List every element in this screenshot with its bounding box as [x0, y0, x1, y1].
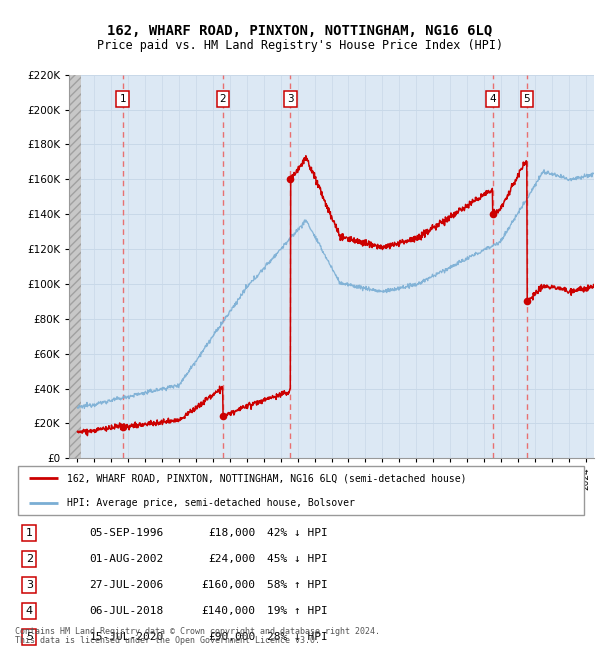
Text: 05-SEP-1996: 05-SEP-1996 [89, 528, 164, 538]
Text: 42% ↓ HPI: 42% ↓ HPI [267, 528, 328, 538]
Text: 4: 4 [489, 94, 496, 104]
Text: 28% ↓ HPI: 28% ↓ HPI [267, 632, 328, 642]
Text: 1: 1 [119, 94, 126, 104]
Text: 15-JUL-2020: 15-JUL-2020 [89, 632, 164, 642]
Text: 45% ↓ HPI: 45% ↓ HPI [267, 554, 328, 564]
Text: 162, WHARF ROAD, PINXTON, NOTTINGHAM, NG16 6LQ (semi-detached house): 162, WHARF ROAD, PINXTON, NOTTINGHAM, NG… [67, 473, 466, 484]
Text: 162, WHARF ROAD, PINXTON, NOTTINGHAM, NG16 6LQ: 162, WHARF ROAD, PINXTON, NOTTINGHAM, NG… [107, 24, 493, 38]
Text: 1: 1 [26, 528, 33, 538]
Text: 19% ↑ HPI: 19% ↑ HPI [267, 606, 328, 616]
Text: £140,000: £140,000 [202, 606, 256, 616]
Text: 3: 3 [26, 580, 33, 590]
Text: £18,000: £18,000 [208, 528, 256, 538]
Text: Price paid vs. HM Land Registry's House Price Index (HPI): Price paid vs. HM Land Registry's House … [97, 39, 503, 52]
Text: 5: 5 [26, 632, 33, 642]
Text: 01-AUG-2002: 01-AUG-2002 [89, 554, 164, 564]
Text: 3: 3 [287, 94, 293, 104]
Text: 27-JUL-2006: 27-JUL-2006 [89, 580, 164, 590]
Text: £24,000: £24,000 [208, 554, 256, 564]
Text: Contains HM Land Registry data © Crown copyright and database right 2024.: Contains HM Land Registry data © Crown c… [15, 627, 380, 636]
Text: 2: 2 [220, 94, 226, 104]
Text: This data is licensed under the Open Government Licence v3.0.: This data is licensed under the Open Gov… [15, 636, 320, 645]
Text: £160,000: £160,000 [202, 580, 256, 590]
Text: 2: 2 [26, 554, 33, 564]
Text: 4: 4 [26, 606, 33, 616]
Text: £90,000: £90,000 [208, 632, 256, 642]
Text: 5: 5 [524, 94, 530, 104]
FancyBboxPatch shape [18, 465, 584, 515]
Text: 06-JUL-2018: 06-JUL-2018 [89, 606, 164, 616]
Text: HPI: Average price, semi-detached house, Bolsover: HPI: Average price, semi-detached house,… [67, 498, 355, 508]
Text: 58% ↑ HPI: 58% ↑ HPI [267, 580, 328, 590]
